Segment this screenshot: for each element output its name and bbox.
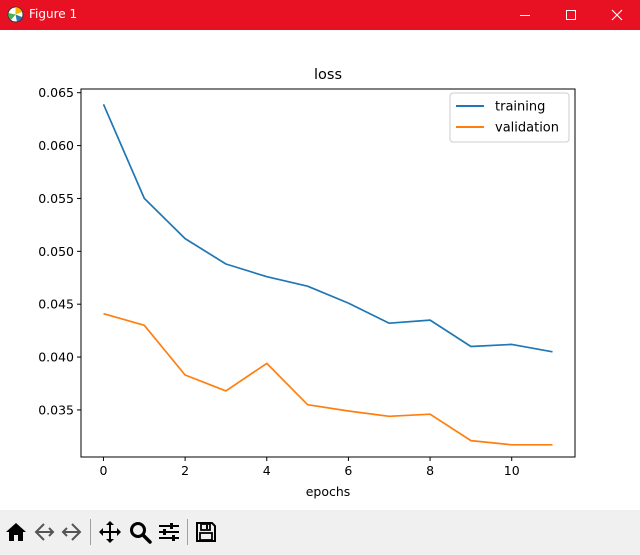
close-icon [611, 9, 623, 21]
toolbar-separator [187, 519, 188, 545]
save-icon [196, 522, 216, 542]
y-axis-ticks: 0.035 0.040 0.045 0.050 0.055 0.060 0.065 [38, 85, 81, 417]
pan-button[interactable] [96, 518, 124, 546]
window-title: Figure 1 [29, 7, 78, 21]
configure-subplots-button[interactable] [155, 518, 183, 546]
chart-title: loss [314, 67, 342, 83]
y-tick-label: 0.055 [38, 191, 74, 206]
home-button[interactable] [2, 518, 30, 546]
x-axis-ticks: 0 2 4 6 8 10 [99, 457, 520, 478]
x-tick-label: 4 [263, 463, 271, 478]
figure-canvas[interactable]: loss 0.035 0.040 0.045 0.050 0.055 0.060 0.065… [0, 30, 640, 510]
legend-training-label: training [495, 100, 545, 115]
axes-frame [80, 88, 576, 458]
y-tick-label: 0.065 [38, 85, 74, 100]
x-tick-label: 6 [344, 463, 352, 478]
pan-icon [99, 521, 121, 543]
back-icon [34, 523, 55, 541]
y-tick-label: 0.035 [38, 402, 74, 417]
x-tick-label: 0 [99, 463, 107, 478]
home-icon [6, 523, 26, 541]
loss-chart: loss 0.035 0.040 0.045 0.050 0.055 0.060 0.065… [38, 67, 576, 499]
app-icon [7, 6, 24, 23]
y-tick-label: 0.040 [38, 350, 74, 365]
y-tick-label: 0.050 [38, 244, 74, 259]
legend: training validation [449, 92, 570, 143]
minimize-button[interactable] [502, 0, 548, 30]
x-tick-label: 8 [426, 463, 434, 478]
series-lines [102, 103, 553, 446]
title-bar: Figure 1 [0, 0, 640, 30]
toolbar-separator [90, 519, 91, 545]
forward-icon [61, 523, 82, 541]
x-tick-label: 2 [181, 463, 189, 478]
zoom-button[interactable] [126, 518, 154, 546]
close-button[interactable] [594, 0, 640, 30]
configure-subplots-icon [159, 523, 179, 541]
y-tick-label: 0.045 [38, 297, 74, 312]
maximize-button[interactable] [548, 0, 594, 30]
forward-button[interactable] [58, 518, 86, 546]
training-line [102, 103, 553, 353]
back-button[interactable] [30, 518, 58, 546]
validation-line [103, 312, 553, 446]
x-tick-label: 10 [504, 463, 520, 478]
zoom-icon [130, 522, 152, 544]
navigation-toolbar [0, 510, 640, 555]
legend-validation-label: validation [495, 121, 559, 136]
y-tick-label: 0.060 [38, 138, 74, 153]
save-button[interactable] [192, 518, 220, 546]
minimize-icon [520, 15, 530, 16]
maximize-icon [566, 10, 576, 20]
x-axis-label: epochs [306, 484, 351, 499]
